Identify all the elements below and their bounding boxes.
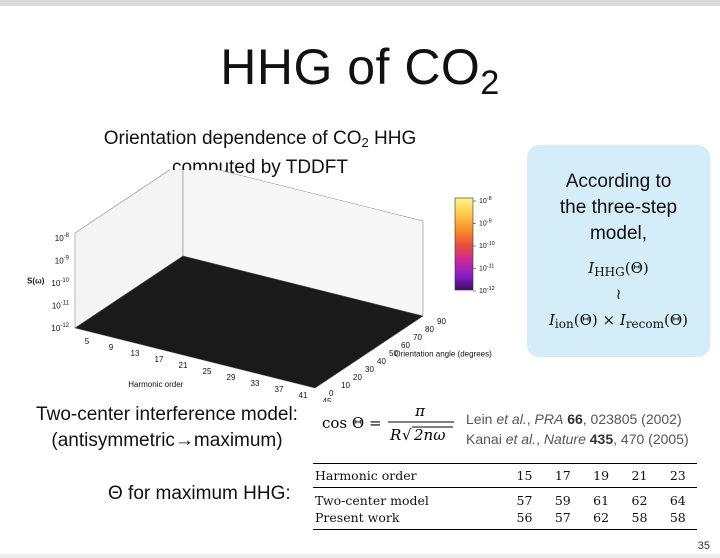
x-tick-label: 29 (227, 373, 236, 382)
table-cell: 58 (669, 510, 686, 525)
colorbar-tick-label: 10-10 (479, 241, 495, 250)
eq-den-rad: 2nω (413, 426, 445, 444)
table-header-cell: 23 (669, 468, 686, 483)
reference-2: Kanai et al., Nature 435, 470 (2005) (466, 431, 689, 447)
plot-labels: 10-8 10-9 10-10 10-11 10-12 S(ω) 5 9 13 17 21 25 29 3… (27, 233, 492, 402)
table-header-cell: 19 (593, 468, 610, 483)
slide-title: HHG of CO2 (220, 39, 500, 102)
eq-den-r: R (389, 426, 401, 444)
y-tick-label: 60 (401, 341, 410, 350)
colorbar-tick-label: 10-8 (479, 196, 492, 205)
three-step-box: According to the three-step model, IHHG(… (527, 145, 710, 357)
table-cell: 62 (593, 510, 610, 525)
ion-recom-eq: Iion(Θ) × Irecom(Θ) (548, 311, 688, 331)
table-row: Present work 56 57 62 58 58 (313, 509, 697, 530)
x-tick-label: 25 (203, 367, 212, 376)
y-tick-label: 70 (413, 333, 422, 342)
results-table: Harmonic order 15 17 19 21 23 Two-center mode… (313, 463, 697, 530)
y-tick-label: 80 (425, 325, 434, 334)
z-tick-label: 10-9 (55, 255, 70, 265)
colorbar (454, 197, 474, 291)
table-header-label: Harmonic order (315, 468, 417, 483)
interference-equation: cos Θ = π R √ 2nω (322, 402, 454, 444)
colorbar-tick-label: 10-11 (479, 264, 494, 273)
table-cell: 57 (554, 510, 571, 525)
x-tick-label: 13 (131, 349, 140, 358)
theta-max-label: Θ for maximum HHG: (108, 483, 291, 504)
row-label: Present work (315, 510, 400, 525)
table-cell: 58 (631, 510, 648, 525)
x-tick-label: 17 (155, 355, 164, 364)
x-tick-label: 5 (85, 337, 90, 346)
top-bar (0, 0, 720, 6)
table-cell: 57 (516, 493, 533, 508)
table-header-cell: 15 (516, 468, 533, 483)
z-tick-label: 10-10 (51, 278, 69, 288)
floor (74, 255, 424, 389)
z-tick-label: 10-12 (51, 323, 69, 333)
plot-axes (74, 170, 424, 389)
bottom-bar (0, 554, 720, 558)
x-tick-label: 21 (179, 361, 188, 370)
three-step-text: According to the three-step model, (559, 171, 678, 244)
references: Lein et al., PRA 66, 023805 (2002) Kanai… (466, 409, 689, 449)
table-header-cell: 21 (631, 468, 648, 483)
colorbar-ticks: 10-8 10-9 10-10 10-11 10-12 (473, 196, 495, 295)
hhg-intensity-eq: IHHG(Θ) (588, 259, 649, 279)
table-body: Two-center model 57 59 61 62 64 Present work 56… (313, 488, 697, 530)
table-cell: 62 (631, 493, 648, 508)
eq-lhs: cos Θ = (322, 414, 382, 432)
x-tick-label: 41 (299, 391, 308, 400)
table-cell: 61 (593, 493, 610, 508)
reference-1: Lein et al., PRA 66, 023805 (2002) (466, 411, 682, 427)
z-tick-label: 10-8 (55, 233, 70, 243)
table-cell: 59 (554, 493, 571, 508)
table-cell: 64 (669, 493, 686, 508)
table-header: Harmonic order 15 17 19 21 23 (313, 463, 697, 488)
x-tick-label: 37 (275, 385, 284, 394)
z-tick-label: 10-11 (52, 300, 70, 310)
x-tick-label: 45 (323, 397, 332, 402)
colorbar-tick-label: 10-12 (479, 286, 495, 295)
x-tick-label: 9 (109, 343, 114, 352)
x-tick-label: 33 (251, 379, 260, 388)
y-tick-label: 90 (437, 317, 446, 326)
row-label: Two-center model (315, 493, 429, 508)
figure-caption: Orientation dependence of CO2 HHG comput… (103, 128, 417, 178)
table-row: Two-center model 57 59 61 62 64 (313, 488, 697, 510)
interference-model-label: Two-center interference model: (antisymm… (36, 404, 298, 451)
eq-numerator: π (414, 402, 426, 420)
y-tick-label: 10 (341, 381, 350, 390)
hhg-surface-plot: 10-8 10-9 10-10 10-11 10-12 S(ω) 5 9 13 17 21 25 29 3… (27, 170, 495, 402)
table-header-cell: 17 (554, 468, 571, 483)
y-axis-label: Orientation angle (degrees) (394, 349, 492, 358)
y-tick-label: 20 (353, 373, 362, 382)
y-tick-label: 0 (329, 389, 334, 398)
table-cell: 56 (516, 510, 533, 525)
y-tick-label: 50 (389, 349, 398, 358)
z-axis-label: S(ω) (27, 277, 45, 286)
y-tick-label: 40 (377, 357, 386, 366)
eq-den-sqrt: √ (402, 426, 412, 444)
approx-symbol: ≀ (615, 285, 622, 303)
colorbar-tick-label: 10-9 (479, 219, 492, 228)
x-axis-label: Harmonic order (128, 380, 183, 389)
y-tick-label: 30 (365, 365, 374, 374)
page-number: 35 (697, 540, 710, 552)
